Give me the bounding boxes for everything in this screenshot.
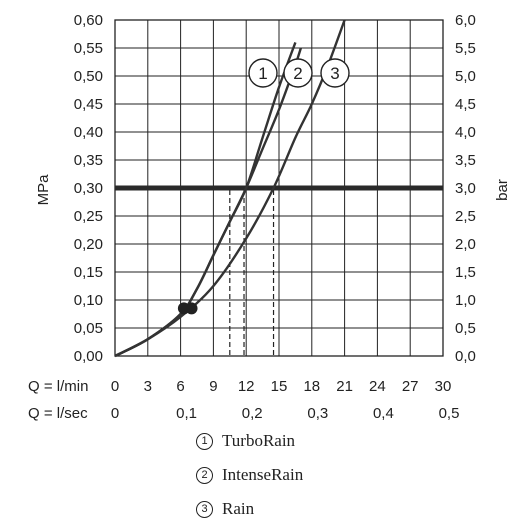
series-callout-label: 3 [330, 64, 339, 83]
marker-point [185, 302, 198, 315]
y-tick-right: 6,0 [455, 12, 476, 29]
y-tick-left: 0,55 [74, 40, 103, 57]
x-tick-lsec: 0,2 [242, 405, 263, 422]
y-tick-left: 0,05 [74, 320, 103, 337]
y-tick-left: 0,15 [74, 264, 103, 281]
series-lines [114, 19, 346, 358]
legend-item: 3 Rain [196, 492, 303, 526]
legend-number: 3 [196, 500, 213, 518]
legend-item: 1 TurboRain [196, 424, 303, 458]
x-tick-lmin: 3 [144, 378, 152, 395]
legend-label: Rain [222, 499, 255, 518]
y-tick-left: 0,50 [74, 68, 103, 85]
x-tick-lsec: 0,3 [307, 405, 328, 422]
legend-number: 1 [196, 432, 213, 450]
legend-label: TurboRain [222, 431, 296, 450]
y-tick-right: 3,5 [455, 152, 476, 169]
series-callout-label: 2 [293, 64, 302, 83]
x-tick-lmin: 9 [209, 378, 217, 395]
series-callout-label: 1 [258, 64, 267, 83]
y-tick-left: 0,45 [74, 96, 103, 113]
y-tick-right: 2,0 [455, 236, 476, 253]
x-tick-lmin: 21 [336, 378, 353, 395]
y-tick-left: 0,35 [74, 152, 103, 169]
x-tick-lmin: 0 [111, 378, 119, 395]
y-tick-left: 0,00 [74, 348, 103, 365]
y-tick-right: 0,5 [455, 320, 476, 337]
x-row-label-lsec: Q = l/sec [28, 405, 88, 422]
y-tick-right: 5,0 [455, 68, 476, 85]
y-tick-right: 5,5 [455, 40, 476, 57]
series-line-2 [114, 47, 303, 358]
legend-number: 2 [196, 466, 213, 484]
y-axis-right-title: bar [494, 179, 511, 201]
y-tick-left: 0,10 [74, 292, 103, 309]
y-tick-right: 2,5 [455, 208, 476, 225]
y-tick-right: 0,0 [455, 348, 476, 365]
y-tick-right: 4,0 [455, 124, 476, 141]
x-row-label-lmin: Q = l/min [28, 378, 88, 395]
x-tick-lmin: 24 [369, 378, 386, 395]
y-tick-right: 3,0 [455, 180, 476, 197]
x-tick-lsec: 0,5 [439, 405, 460, 422]
legend-label: IntenseRain [222, 465, 304, 484]
x-tick-lmin: 30 [435, 378, 452, 395]
markers [177, 302, 198, 315]
y-tick-right: 4,5 [455, 96, 476, 113]
x-tick-lmin: 18 [303, 378, 320, 395]
x-tick-lsec: 0,1 [176, 405, 197, 422]
series-callout-circle [320, 58, 350, 88]
drop-lines [229, 190, 275, 356]
y-tick-left: 0,30 [74, 180, 103, 197]
y-tick-right: 1,0 [455, 292, 476, 309]
y-tick-left: 0,40 [74, 124, 103, 141]
x-tick-lsec: 0,4 [373, 405, 394, 422]
series-callout-circle [248, 58, 278, 88]
legend-item: 2 IntenseRain [196, 458, 303, 492]
x-tick-lmin: 12 [238, 378, 255, 395]
x-tick-lsec: 0 [111, 405, 119, 422]
y-tick-left: 0,25 [74, 208, 103, 225]
series-callouts: 1 2 3 [248, 58, 350, 88]
tick-labels: 0,000,050,100,150,200,250,300,350,400,45… [28, 12, 476, 422]
legend: 1 TurboRain 2 IntenseRain 3 Rain [196, 424, 303, 526]
x-tick-lmin: 15 [271, 378, 288, 395]
y-tick-right: 1,5 [455, 264, 476, 281]
y-tick-left: 0,60 [74, 12, 103, 29]
series-line-3 [114, 19, 346, 358]
x-tick-lmin: 6 [176, 378, 184, 395]
x-tick-lmin: 27 [402, 378, 419, 395]
series-callout-circle [283, 58, 313, 88]
y-tick-left: 0,20 [74, 236, 103, 253]
y-axis-left-title: MPa [35, 174, 52, 206]
